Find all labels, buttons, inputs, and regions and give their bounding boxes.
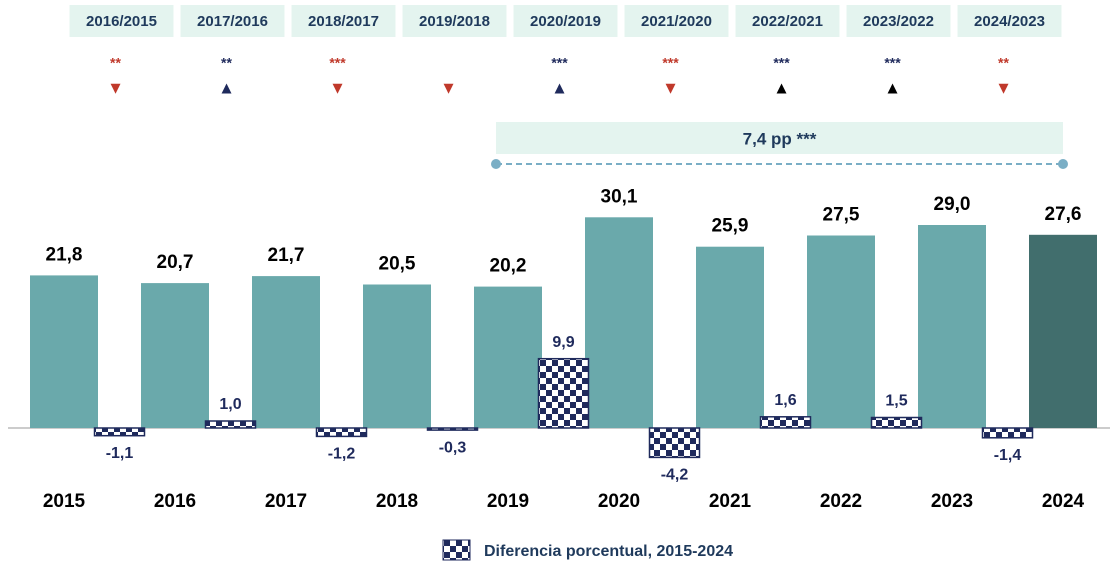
trend-arrow: ▲: [551, 78, 568, 97]
trend-arrow: ▼: [662, 78, 679, 97]
comparison-box: [624, 5, 729, 37]
legend-label: Diferencia porcentual, 2015-2024: [484, 543, 733, 560]
difference-label: 9,9: [552, 334, 574, 351]
annotation-dot: [1058, 159, 1068, 169]
value-label: 25,9: [712, 216, 749, 237]
difference-bar: [759, 416, 812, 429]
difference-label: 1,5: [885, 393, 907, 410]
comparison-label: 2016/2015: [86, 13, 157, 30]
comparison-label: 2021/2020: [641, 13, 712, 30]
significance: ***: [551, 55, 568, 71]
value-label: 21,7: [268, 245, 305, 266]
bar: [474, 286, 542, 428]
x-tick-label: 2024: [1042, 491, 1085, 512]
trend-arrow: ▲: [218, 78, 235, 97]
comparison-label: 2022/2021: [752, 13, 823, 30]
annotation-text: 7,4 pp ***: [743, 129, 817, 148]
bar: [696, 246, 764, 428]
difference-label: 1,0: [219, 396, 241, 413]
bar: [141, 283, 209, 428]
bar: [363, 284, 431, 428]
comparison-label: 2020/2019: [530, 13, 601, 30]
value-label: 27,5: [823, 205, 860, 226]
significance: ***: [773, 55, 790, 71]
trend-arrow: ▲: [773, 78, 790, 97]
difference-bar: [204, 420, 257, 429]
difference-bar: [426, 427, 479, 431]
comparison-box: [513, 5, 618, 37]
difference-label: -4,2: [661, 467, 689, 484]
comparison-label: 2017/2016: [197, 13, 268, 30]
value-label: 20,7: [157, 252, 194, 273]
trend-arrow: ▼: [107, 78, 124, 97]
x-tick-label: 2018: [376, 491, 418, 512]
difference-label: 1,6: [774, 392, 796, 409]
value-label: 20,2: [490, 256, 527, 277]
significance: ***: [884, 55, 901, 71]
x-tick-label: 2016: [154, 491, 196, 512]
comparison-box: [291, 5, 396, 37]
difference-bar: [315, 427, 368, 438]
x-tick-label: 2021: [709, 491, 752, 512]
bar: [585, 217, 653, 428]
significance: ***: [329, 55, 346, 71]
comparison-box: [957, 5, 1062, 37]
value-label: 30,1: [601, 186, 638, 207]
trend-arrow: ▼: [440, 78, 457, 97]
x-tick-label: 2022: [820, 491, 862, 512]
x-tick-label: 2020: [598, 491, 640, 512]
value-label: 27,6: [1045, 204, 1082, 225]
bar: [30, 275, 98, 428]
comparison-label: 2023/2022: [863, 13, 934, 30]
significance: **: [998, 55, 1009, 71]
trend-arrow: ▲: [884, 78, 901, 97]
x-tick-label: 2023: [931, 491, 973, 512]
comparison-label: 2019/2018: [419, 13, 490, 30]
significance: **: [221, 55, 232, 71]
legend-swatch: [442, 539, 471, 561]
trend-arrow: ▼: [995, 78, 1012, 97]
comparison-box: [846, 5, 951, 37]
x-tick-label: 2017: [265, 491, 307, 512]
significance: **: [110, 55, 121, 71]
difference-label: -0,3: [439, 439, 467, 456]
trend-arrow: ▼: [329, 78, 346, 97]
difference-bar: [537, 357, 590, 429]
comparison-box: [402, 5, 507, 37]
x-tick-label: 2015: [43, 491, 86, 512]
value-label: 21,8: [46, 244, 83, 265]
value-label: 29,0: [934, 194, 971, 215]
value-label: 20,5: [379, 254, 416, 275]
difference-label: -1,2: [328, 446, 356, 463]
annotation-box: [496, 122, 1063, 154]
difference-label: -1,1: [106, 445, 134, 462]
comparison-box: [180, 5, 285, 37]
annotation-dot: [491, 159, 501, 169]
comparison-box: [69, 5, 174, 37]
comparison-label: 2024/2023: [974, 13, 1045, 30]
bar: [252, 276, 320, 428]
bar: [807, 235, 875, 428]
comparison-label: 2018/2017: [308, 13, 379, 30]
difference-bar: [981, 427, 1034, 439]
significance: ***: [662, 55, 679, 71]
bar: [1029, 234, 1097, 428]
bar: [918, 225, 986, 428]
difference-label: -1,4: [994, 447, 1022, 464]
difference-bar: [648, 427, 701, 459]
x-tick-label: 2019: [487, 491, 529, 512]
difference-bar: [93, 427, 146, 437]
comparison-box: [735, 5, 840, 37]
difference-bar: [870, 416, 923, 429]
